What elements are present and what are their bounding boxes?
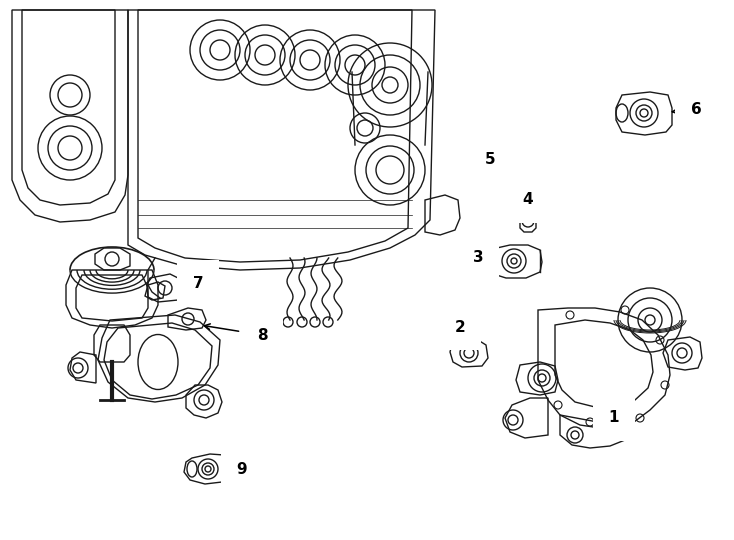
Text: 1: 1 — [603, 402, 619, 426]
Text: 3: 3 — [473, 251, 485, 266]
Bar — [478, 153, 497, 171]
Text: 2: 2 — [454, 320, 465, 338]
Text: 7: 7 — [183, 275, 203, 291]
Text: 8: 8 — [205, 324, 267, 342]
Text: 9: 9 — [234, 462, 247, 477]
Text: 6: 6 — [672, 103, 702, 118]
Text: 5: 5 — [484, 152, 495, 168]
Bar — [476, 152, 489, 165]
Text: 4: 4 — [523, 192, 534, 207]
